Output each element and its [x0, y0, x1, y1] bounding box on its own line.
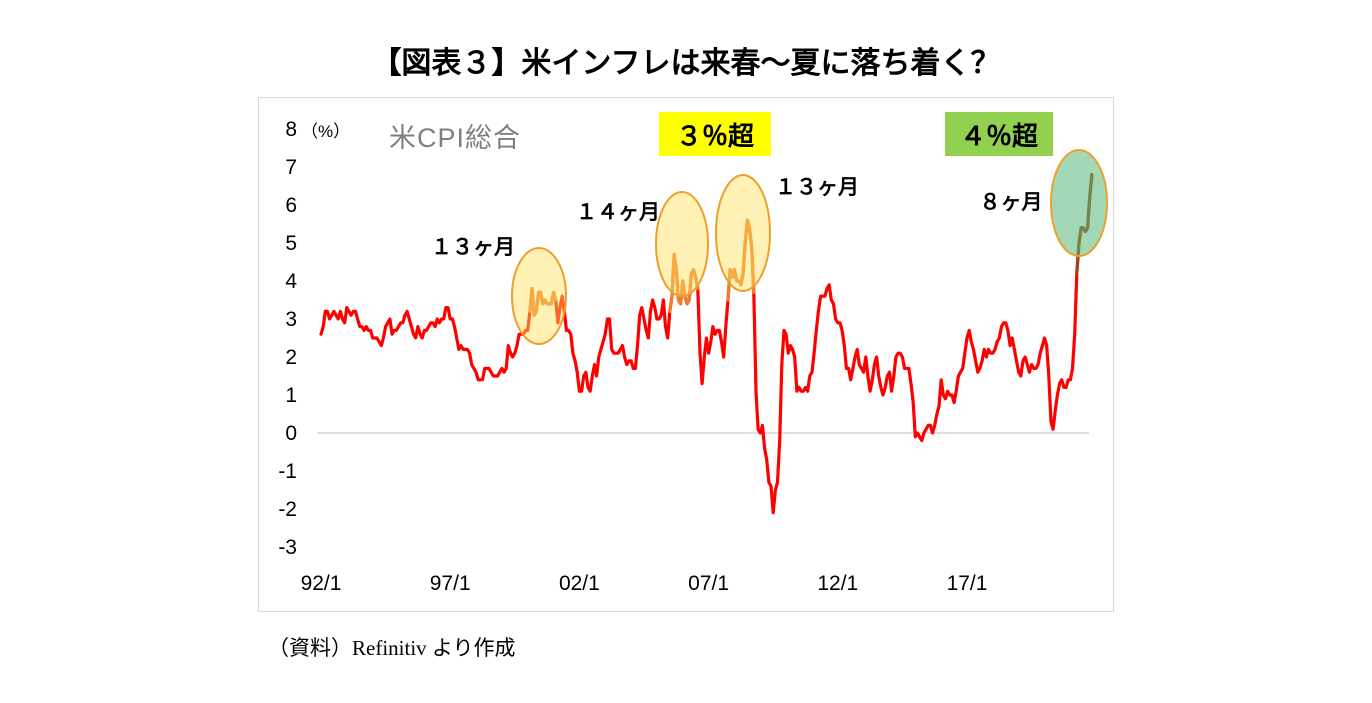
figure-title: 【図表３】米インフレは来春～夏に落ち着く？ [371, 47, 1001, 80]
y-tick-label: 8 [285, 118, 297, 141]
x-tick-label: 17/1 [947, 572, 988, 595]
x-tick-label: 02/1 [559, 572, 600, 595]
y-tick-label: 3 [285, 308, 297, 331]
y-tick-label: -2 [278, 498, 297, 521]
y-tick-label: -3 [278, 536, 297, 559]
ellipse-2000-over-3pct [511, 247, 567, 345]
x-tick-label: 92/1 [301, 572, 342, 595]
y-tick-label: 6 [285, 194, 297, 217]
ellipse-2008-over-3pct [715, 174, 771, 292]
chart-panel: 8 7 6 5 4 3 2 1 0 -1 -2 -3 92/1 97/1 02/1 07/1 12/1 17/1 … [258, 97, 1114, 612]
badge-over-4pct: ４％超 [945, 112, 1053, 156]
x-tick-label: 97/1 [430, 572, 471, 595]
annotation-14-months-2005: １４ヶ月 [576, 201, 660, 224]
y-tick-label: 4 [285, 270, 297, 293]
badge-over-3pct: ３％超 [659, 112, 771, 156]
ellipse-2005-over-3pct [655, 191, 709, 297]
y-tick-label: 1 [285, 384, 297, 407]
y-axis-unit-label: （%） [301, 122, 351, 141]
x-tick-label: 12/1 [817, 572, 858, 595]
highlight-segment [668, 252, 700, 313]
highlight-segment [528, 287, 558, 317]
cpi-line [319, 173, 1094, 515]
chart-series-title: 米CPI総合 [389, 123, 522, 153]
y-tick-label: 7 [285, 156, 297, 179]
annotation-8-months-2021: ８ヶ月 [979, 191, 1043, 214]
cpi-line-chart: 8 7 6 5 4 3 2 1 0 -1 -2 -392/1 97/1 02/1 07/1 12/1 17/1 [278, 118, 1108, 595]
ellipse-2021-over-4pct [1050, 149, 1108, 257]
y-tick-label: 2 [285, 346, 297, 369]
x-tick-label: 07/1 [688, 572, 729, 595]
source-note: （資料）Refinitiv より作成 [268, 636, 516, 660]
annotation-13-months-2008: １３ヶ月 [775, 176, 859, 199]
highlight-segment [726, 218, 756, 302]
y-tick-label: 5 [285, 232, 297, 255]
annotation-13-months-2000: １３ヶ月 [431, 236, 515, 259]
y-tick-label: 0 [285, 422, 297, 445]
y-tick-label: -1 [278, 460, 297, 483]
